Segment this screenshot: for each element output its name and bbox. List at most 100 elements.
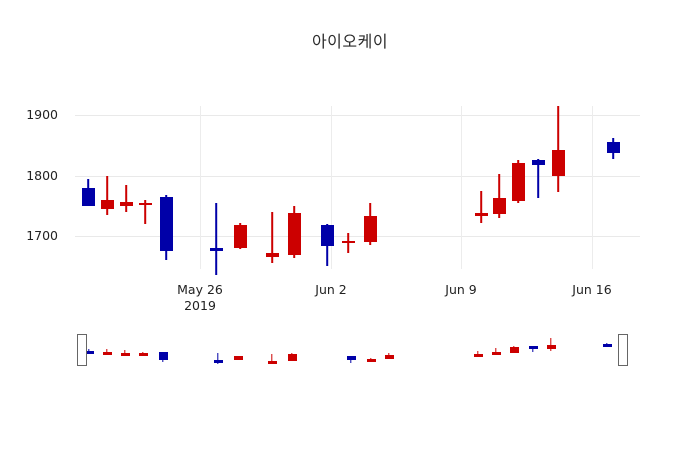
candle-body xyxy=(363,216,377,243)
x-axis-tick-year: 2019 xyxy=(184,298,216,313)
range-mini-candlestick xyxy=(233,355,243,360)
mini-candle-body xyxy=(384,354,394,359)
y-axis-tick-label: 1800 xyxy=(26,167,58,183)
candle-body xyxy=(320,225,334,247)
range-mini-candlestick xyxy=(267,354,277,364)
mini-candle-body xyxy=(287,354,297,361)
candlestick[interactable] xyxy=(233,222,247,250)
range-mini-candlestick xyxy=(509,346,519,353)
candle-body xyxy=(81,187,95,206)
y-axis-tick-label: 1900 xyxy=(26,107,58,122)
mini-candle-wick xyxy=(477,351,479,356)
candlestick[interactable] xyxy=(474,190,488,223)
candlestick[interactable] xyxy=(159,194,173,261)
mini-candle-body xyxy=(602,343,612,347)
candlestick[interactable] xyxy=(551,105,565,193)
mini-candle-wick xyxy=(217,352,219,364)
candle-body xyxy=(287,213,301,256)
range-mini-candlestick xyxy=(120,350,130,356)
range-mini-candlestick xyxy=(287,353,297,362)
mini-candle-body xyxy=(546,344,556,349)
mini-candle-wick xyxy=(271,354,273,363)
candle-wick xyxy=(557,105,559,193)
gridline-v xyxy=(461,106,462,269)
mini-candle-body xyxy=(233,356,243,360)
range-handle-left[interactable] xyxy=(77,334,87,366)
mini-candle-wick xyxy=(495,348,497,356)
mini-candle-body xyxy=(267,360,277,364)
gridline-h-1800 xyxy=(75,175,640,177)
main-candlestick-plot[interactable] xyxy=(75,105,640,276)
candlestick[interactable] xyxy=(320,223,334,267)
candle-wick xyxy=(215,202,217,276)
mini-candle-wick xyxy=(124,350,126,355)
range-handle-right[interactable] xyxy=(618,334,628,366)
range-mini-candlestick xyxy=(213,352,223,364)
candlestick[interactable] xyxy=(138,199,152,224)
candlestick[interactable] xyxy=(341,232,355,253)
x-axis-tick-primary: Jun 9 xyxy=(445,282,477,297)
chart-title: 아이오케이 xyxy=(311,32,389,51)
candle-wick xyxy=(271,211,273,264)
range-mini-candlestick xyxy=(102,348,112,356)
candlestick[interactable] xyxy=(492,174,506,218)
mini-candle-body xyxy=(102,352,112,356)
x-axis-tick-primary: Jun 16 xyxy=(572,282,612,297)
candle-wick xyxy=(125,184,127,212)
candle-wick xyxy=(498,174,500,218)
candle-body xyxy=(606,142,620,153)
range-mini-candlestick xyxy=(138,352,148,357)
candlestick[interactable] xyxy=(209,202,223,276)
x-axis-tick-primary: May 26 xyxy=(177,282,223,297)
candle-body xyxy=(209,248,223,251)
candle-body xyxy=(492,198,506,214)
range-mini-candlestick xyxy=(491,348,501,356)
candle-body xyxy=(100,199,114,209)
candlestick[interactable] xyxy=(81,178,95,206)
y-axis-tick-label: 1700 xyxy=(26,228,58,243)
candle-body xyxy=(119,201,133,206)
range-selector-panel[interactable] xyxy=(75,330,640,372)
x-axis-tick-label: Jun 16 xyxy=(532,282,652,298)
mini-candle-wick xyxy=(550,338,552,352)
range-mini-candlestick xyxy=(366,357,376,362)
candlestick[interactable] xyxy=(511,160,525,203)
x-axis-tick-label: Jun 9 xyxy=(401,282,521,298)
mini-candle-wick xyxy=(106,348,108,355)
candle-wick xyxy=(106,175,108,215)
mini-candle-body xyxy=(473,354,483,358)
candle-wick xyxy=(480,190,482,223)
range-mini-candlestick xyxy=(158,351,168,362)
mini-candle-body xyxy=(491,352,501,356)
mini-candle-body xyxy=(158,351,168,361)
x-axis-tick-primary: Jun 2 xyxy=(315,282,347,297)
gridline-v xyxy=(200,106,201,269)
mini-candle-body xyxy=(213,359,223,363)
range-mini-candlestick xyxy=(473,351,483,358)
gridline-h-1900 xyxy=(75,115,640,116)
candlestick[interactable] xyxy=(363,202,377,246)
candlestick[interactable] xyxy=(265,211,279,264)
mini-candle-body xyxy=(509,346,519,353)
mini-candle-body xyxy=(528,346,538,350)
mini-candle-body xyxy=(346,356,356,360)
candlestick[interactable] xyxy=(606,137,620,159)
range-mini-candlestick xyxy=(546,338,556,352)
candlestick[interactable] xyxy=(100,175,114,215)
mini-candle-body xyxy=(120,352,130,356)
candlestick[interactable] xyxy=(119,184,133,212)
candle-body xyxy=(511,163,525,201)
candle-body xyxy=(531,160,545,165)
mini-candle-body xyxy=(138,352,148,356)
mini-candle-body xyxy=(84,350,94,354)
candlestick[interactable] xyxy=(531,158,545,199)
candle-body xyxy=(474,213,488,216)
range-mini-candlestick xyxy=(384,352,394,360)
candle-body xyxy=(233,225,247,249)
range-mini-candlestick xyxy=(528,346,538,353)
candle-body xyxy=(265,252,279,258)
gridline-h-1700 xyxy=(75,236,640,237)
candlestick[interactable] xyxy=(287,205,301,259)
x-axis-tick-label: May 26 2019 xyxy=(140,282,260,314)
